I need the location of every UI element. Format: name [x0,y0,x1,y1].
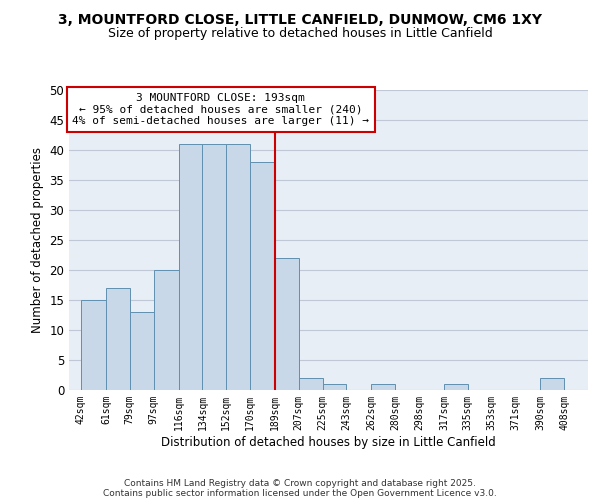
Text: Contains public sector information licensed under the Open Government Licence v3: Contains public sector information licen… [103,488,497,498]
Bar [275,258,299,390]
Text: 3, MOUNTFORD CLOSE, LITTLE CANFIELD, DUNMOW, CM6 1XY: 3, MOUNTFORD CLOSE, LITTLE CANFIELD, DUN… [58,12,542,26]
Bar [130,312,154,390]
Bar [226,144,250,390]
Bar [250,162,275,390]
Bar [541,378,564,390]
Bar [179,144,202,390]
Bar [371,384,395,390]
Text: 3 MOUNTFORD CLOSE: 193sqm
← 95% of detached houses are smaller (240)
4% of semi-: 3 MOUNTFORD CLOSE: 193sqm ← 95% of detac… [73,93,370,126]
Bar [81,300,106,390]
Bar [444,384,468,390]
Bar [323,384,346,390]
Bar [299,378,323,390]
Y-axis label: Number of detached properties: Number of detached properties [31,147,44,333]
X-axis label: Distribution of detached houses by size in Little Canfield: Distribution of detached houses by size … [161,436,496,448]
Bar [154,270,179,390]
Bar [202,144,226,390]
Text: Contains HM Land Registry data © Crown copyright and database right 2025.: Contains HM Land Registry data © Crown c… [124,478,476,488]
Bar [106,288,130,390]
Text: Size of property relative to detached houses in Little Canfield: Size of property relative to detached ho… [107,28,493,40]
